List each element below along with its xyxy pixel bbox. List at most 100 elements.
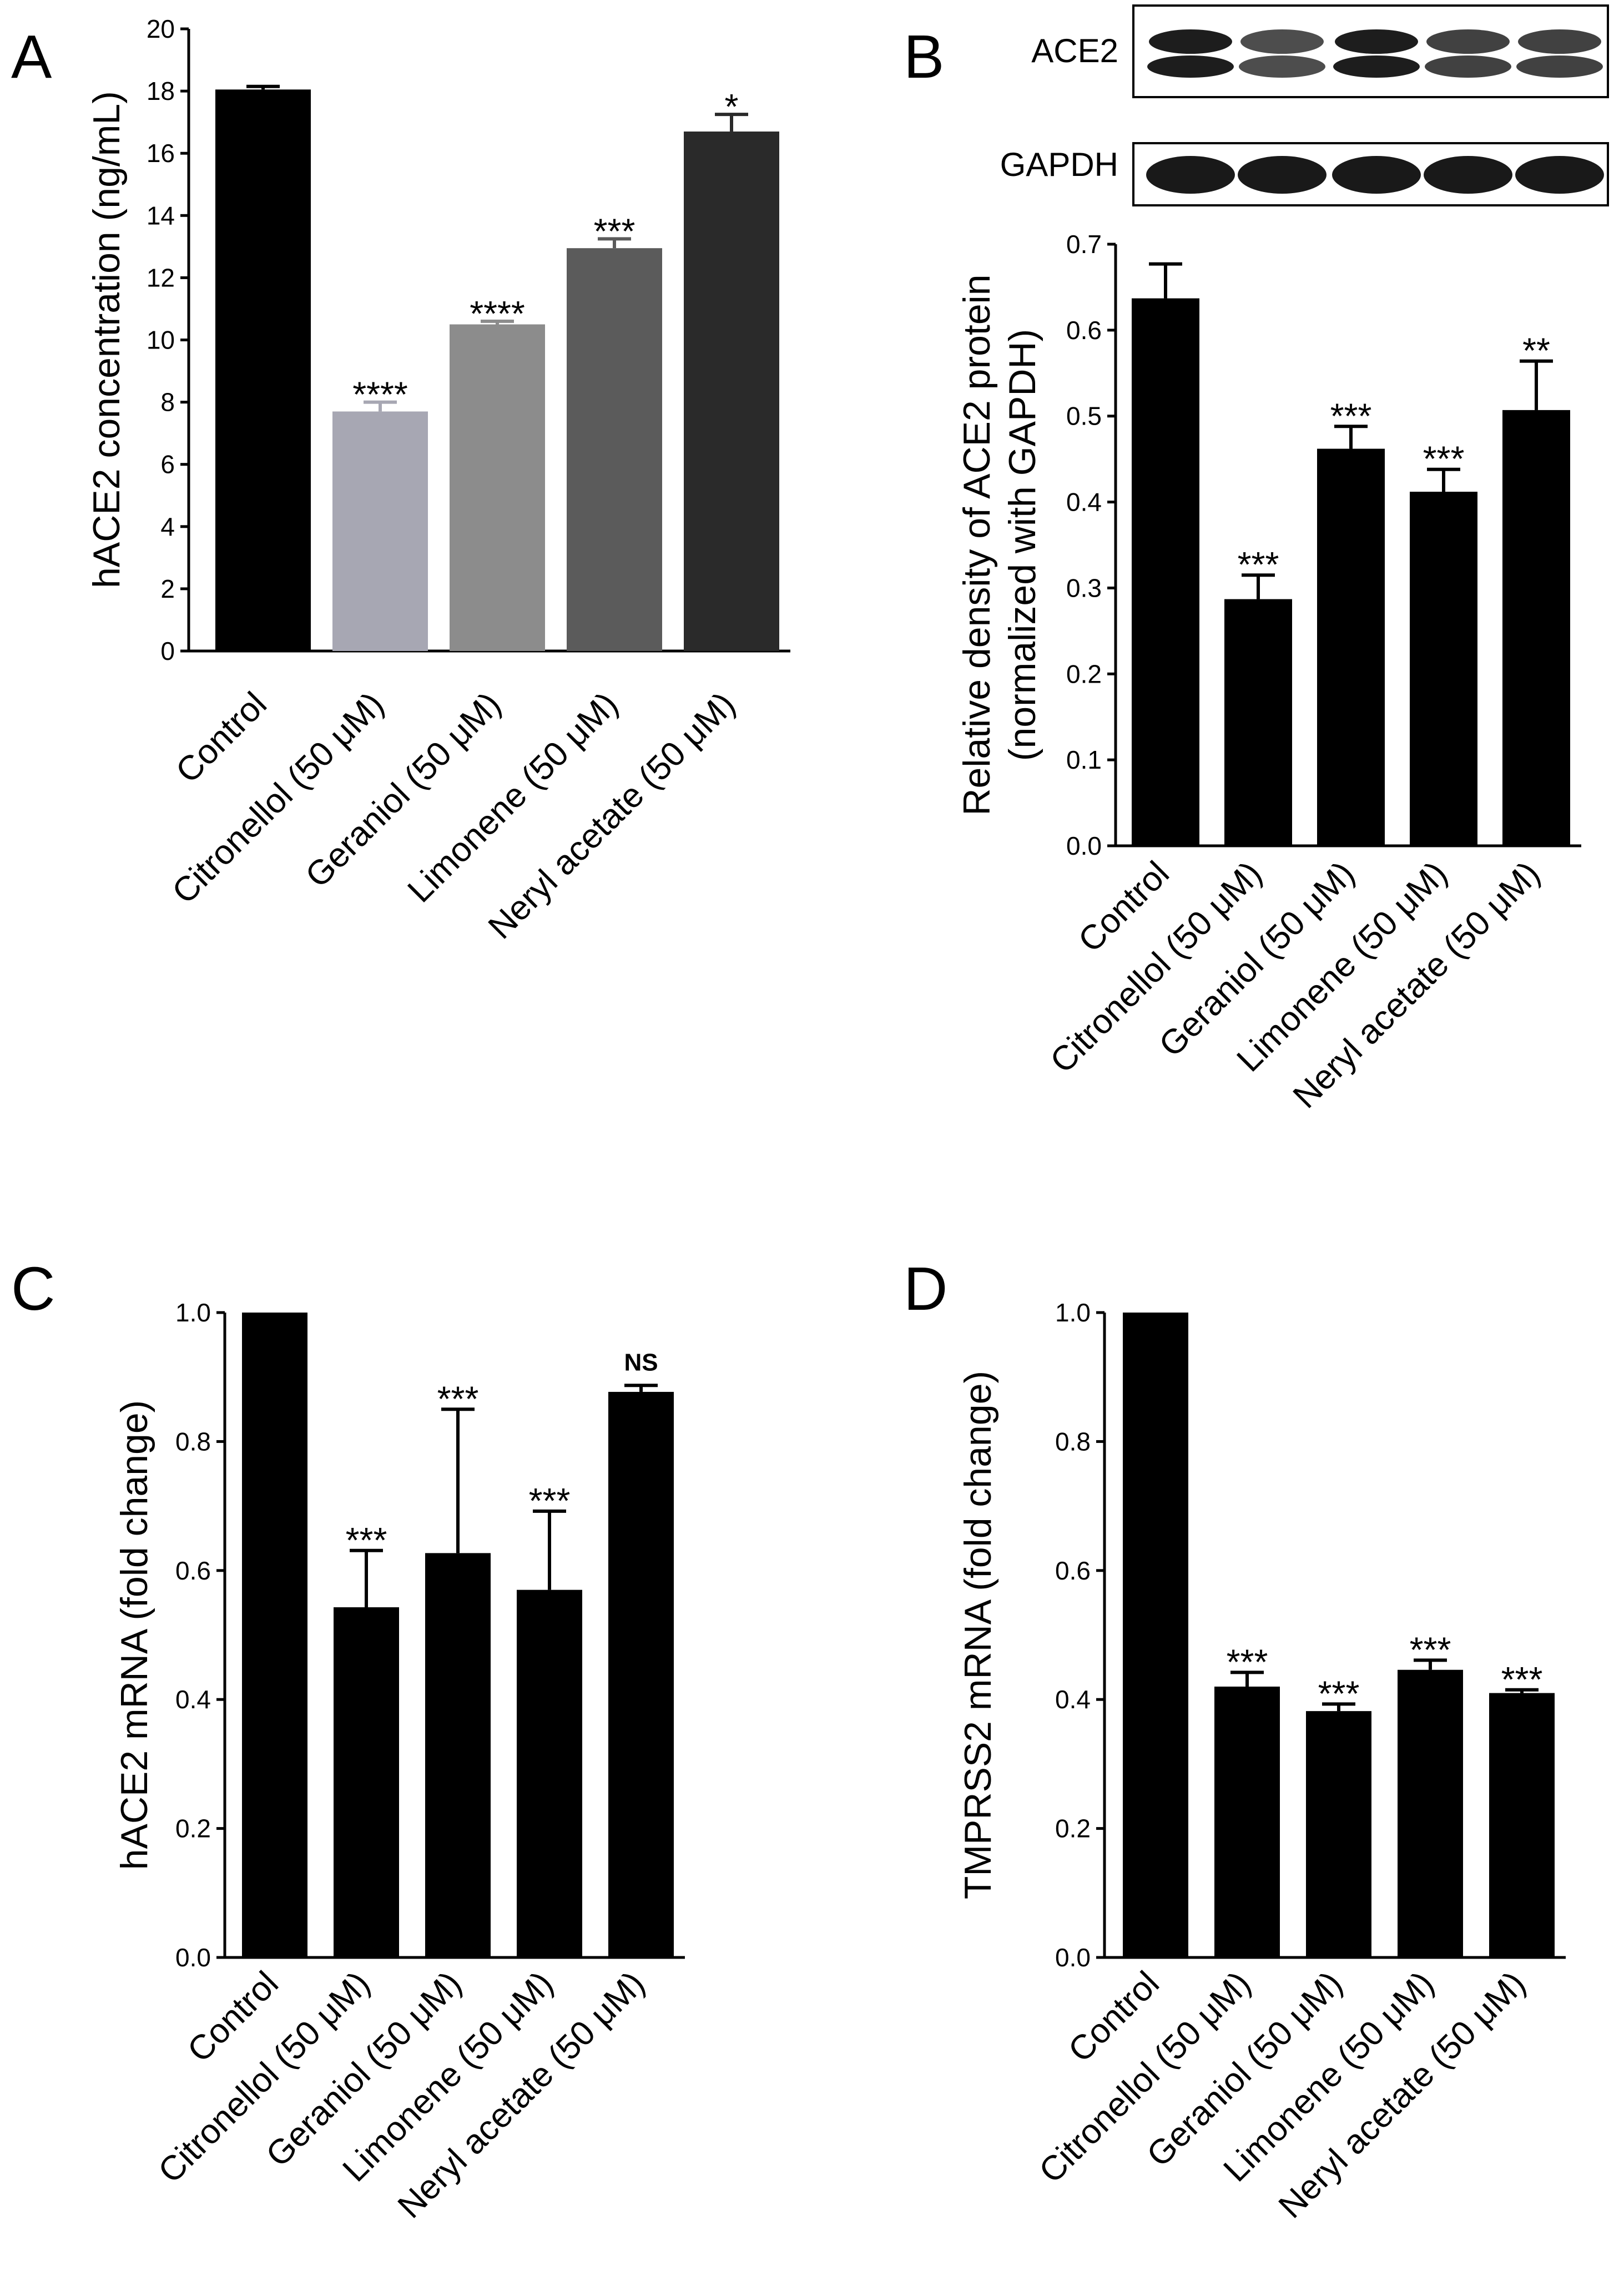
ace2-band-lower xyxy=(1425,55,1511,78)
western-blot: ACE2 GAPDH xyxy=(1000,4,1609,206)
y-tick-label: 0.8 xyxy=(175,1427,211,1456)
bar xyxy=(1317,448,1385,846)
significance-label: *** xyxy=(1410,1629,1451,1669)
bar xyxy=(425,1553,491,1957)
y-tick-label: 0.0 xyxy=(1066,831,1102,860)
significance-label: *** xyxy=(1318,1673,1360,1713)
panel-label-b: B xyxy=(904,23,944,91)
bar xyxy=(517,1589,582,1957)
y-tick-label: 0.2 xyxy=(175,1814,211,1843)
y-tick-label: 0.4 xyxy=(1066,488,1102,517)
y-tick-label: 0.2 xyxy=(1055,1814,1091,1843)
bar xyxy=(608,1391,674,1957)
significance-label: *** xyxy=(1423,439,1465,479)
significance-label: *** xyxy=(346,1520,387,1560)
y-axis-label: Relative density of ACE2 protein xyxy=(956,274,998,815)
y-tick-label: 1.0 xyxy=(1055,1298,1091,1327)
significance-label: ** xyxy=(1522,331,1550,371)
y-axis-label-line-2: (normalized with GAPDH) xyxy=(1001,329,1043,761)
y-axis-label: TMPRSS2 mRNA (fold change) xyxy=(957,1371,999,1899)
bar xyxy=(1123,1313,1188,1957)
y-tick-label: 4 xyxy=(160,512,175,541)
y-tick-label: 0.8 xyxy=(1055,1427,1091,1456)
bar xyxy=(1398,1669,1463,1957)
y-tick-label: 0.6 xyxy=(1055,1556,1091,1585)
panel-label-a: A xyxy=(11,23,52,91)
chart-panel-a: A 0 2 4 6 8 10 12 14 16 18 20 hACE2 concentration (… xyxy=(11,14,790,946)
y-tick-label: 0.0 xyxy=(175,1943,211,1972)
ace2-band-lower xyxy=(1516,55,1603,78)
ace2-band-lower xyxy=(1239,55,1325,78)
y-tick-label: 0 xyxy=(160,637,175,665)
significance-label: *** xyxy=(1501,1659,1543,1699)
bar xyxy=(1224,599,1292,846)
ace2-band-upper xyxy=(1518,29,1601,54)
y-tick-label: 0.4 xyxy=(1055,1685,1091,1714)
y-tick-label: 14 xyxy=(147,201,175,230)
gapdh-band xyxy=(1332,156,1421,194)
ace2-band-upper xyxy=(1149,29,1232,54)
significance-label: *** xyxy=(1330,396,1372,436)
y-tick-label: 6 xyxy=(160,450,175,479)
significance-label: **** xyxy=(352,375,408,415)
y-tick-label: 10 xyxy=(147,326,175,355)
y-tick-label: 20 xyxy=(147,14,175,43)
category-label: Limonene (50 μM) xyxy=(400,685,625,910)
y-tick-label: 8 xyxy=(160,388,175,417)
ace2-band-upper xyxy=(1426,29,1510,54)
y-tick-label: 2 xyxy=(160,574,175,603)
bar xyxy=(684,131,779,652)
y-tick-label: 1.0 xyxy=(175,1298,211,1327)
significance-label: *** xyxy=(1238,544,1279,584)
bar xyxy=(567,248,662,652)
panel-label-d: D xyxy=(904,1255,947,1323)
significance-label: *** xyxy=(529,1481,571,1521)
chart-panel-c: C 0.0 0.2 0.4 0.6 0.8 1.0 hACE2 mRNA (fold cha… xyxy=(11,1255,685,2226)
y-tick-label: 18 xyxy=(147,77,175,105)
gapdh-band xyxy=(1238,156,1327,194)
significance-label: NS xyxy=(624,1349,658,1376)
y-tick-label: 0.3 xyxy=(1066,573,1102,602)
gapdh-band xyxy=(1424,156,1512,194)
significance-label: *** xyxy=(1227,1642,1268,1682)
ace2-band-lower xyxy=(1147,55,1234,78)
chart-panel-d: D 0.0 0.2 0.4 0.6 0.8 1.0 TMPRSS2 mRNA (fold c… xyxy=(904,1255,1566,2226)
bar xyxy=(1489,1693,1555,1957)
y-tick-label: 0.4 xyxy=(175,1685,211,1714)
bar xyxy=(1132,298,1199,846)
y-tick-label: 0.6 xyxy=(1066,316,1102,345)
y-tick-label: 0.2 xyxy=(1066,659,1102,688)
bar xyxy=(1502,410,1570,846)
gapdh-band xyxy=(1146,156,1235,194)
y-tick-label: 0.1 xyxy=(1066,745,1102,774)
bar xyxy=(1306,1711,1371,1957)
bar xyxy=(334,1607,399,1957)
blot-label-ace2: ACE2 xyxy=(1031,32,1118,69)
ace2-band-lower xyxy=(1333,55,1420,78)
ace2-band-upper xyxy=(1335,29,1418,54)
y-tick-label: 0.6 xyxy=(175,1556,211,1585)
bar xyxy=(332,411,428,651)
bar xyxy=(215,89,311,652)
bar xyxy=(1410,491,1477,846)
bar xyxy=(450,324,545,651)
category-label: Citronellol (50 μM) xyxy=(165,685,391,911)
bar xyxy=(242,1313,307,1957)
significance-label: **** xyxy=(470,294,525,334)
bar xyxy=(1214,1686,1280,1957)
y-tick-label: 16 xyxy=(147,139,175,168)
blot-label-gapdh: GAPDH xyxy=(1000,146,1118,183)
gapdh-band xyxy=(1515,156,1604,194)
ace2-band-upper xyxy=(1240,29,1324,54)
significance-label: *** xyxy=(594,211,636,251)
y-tick-label: 0.0 xyxy=(1055,1943,1091,1972)
y-tick-label: 0.7 xyxy=(1066,230,1102,259)
significance-label: *** xyxy=(437,1379,479,1419)
category-label: Control xyxy=(169,685,274,790)
y-tick-label: 0.5 xyxy=(1066,402,1102,431)
category-label: Geraniol (50 μM) xyxy=(298,685,508,895)
y-tick-label: 12 xyxy=(147,263,175,292)
y-axis-label: hACE2 concentration (ng/mL) xyxy=(85,91,128,588)
significance-label: * xyxy=(725,87,739,127)
